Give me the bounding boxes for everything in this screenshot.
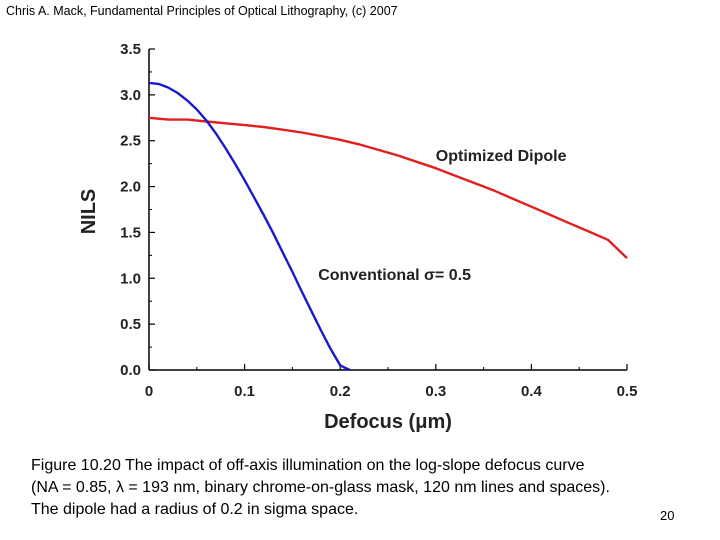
x-axis-label: Defocus (μm) [324, 411, 452, 433]
y-tick-label-2: 1.0 [120, 270, 141, 287]
series-line-optimized-dipole [148, 116, 628, 259]
caption-line-3: The dipole had a radius of 0.2 in sigma … [31, 501, 359, 518]
x-tick-label-0: 0 [145, 383, 153, 400]
y-tick-label-3: 1.5 [120, 224, 141, 241]
series-line-conventional [148, 81, 351, 372]
caption-line-1: Figure 10.20 The impact of off-axis illu… [31, 457, 585, 474]
y-tick-label-6: 3.0 [120, 87, 141, 104]
annotation-optimized-dipole: Optimized Dipole [436, 148, 567, 165]
y-tick-label-1: 0.5 [120, 316, 141, 333]
y-axis-label: NILS [78, 189, 100, 235]
y-tick-label-5: 2.5 [120, 133, 141, 150]
header-citation: Chris A. Mack, Fundamental Principles of… [6, 4, 398, 18]
x-tick-label-2: 0.2 [330, 383, 351, 400]
x-tick-label-5: 0.5 [617, 383, 638, 400]
caption-line-2: (NA = 0.85, λ = 193 nm, binary chrome-on… [31, 479, 610, 496]
x-tick-label-1: 0.1 [234, 383, 255, 400]
y-tick-label-0: 0.0 [120, 362, 141, 379]
y-tick-label-7: 3.5 [120, 41, 141, 58]
x-tick-label-4: 0.4 [521, 383, 543, 400]
y-tick-label-4: 2.0 [120, 179, 141, 196]
annotation-conventional: Conventional σ= 0.5 [318, 267, 471, 284]
x-tick-label-3: 0.3 [425, 383, 446, 400]
page-number: 20 [660, 508, 675, 523]
figure-caption: Figure 10.20 The impact of off-axis illu… [31, 455, 701, 521]
